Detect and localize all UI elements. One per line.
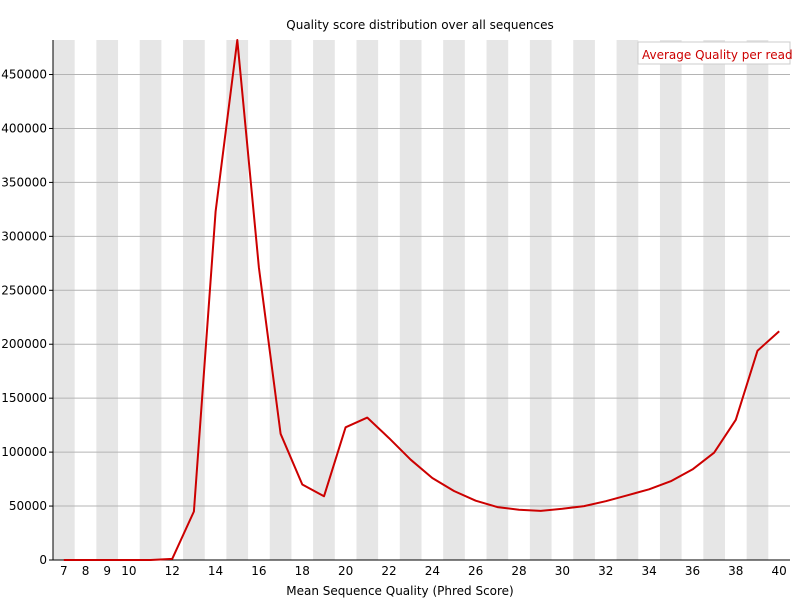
column-band xyxy=(529,40,552,560)
legend-box xyxy=(637,41,791,65)
x-tick-label: 36 xyxy=(685,564,700,578)
column-band xyxy=(183,40,205,560)
x-tick-label: 22 xyxy=(381,564,396,578)
y-tick-label: 300000 xyxy=(1,229,47,243)
y-tick-label: 250000 xyxy=(1,283,47,297)
series-lines xyxy=(63,39,780,561)
x-tick-label: 16 xyxy=(251,564,266,578)
x-tick-label: 12 xyxy=(165,564,180,578)
x-axis-ticks: 7 8 9 10 12 14 16 18 20 22 24 26 28 30 32 34 36 38 40 xyxy=(60,564,787,578)
column-band xyxy=(746,40,769,560)
y-tick-label: 150000 xyxy=(1,391,47,405)
horizontal-gridlines xyxy=(53,74,790,507)
x-tick-label: 7 xyxy=(60,564,68,578)
column-bands xyxy=(53,40,769,560)
y-tick-label: 200000 xyxy=(1,337,47,351)
column-band xyxy=(53,40,75,560)
column-band xyxy=(443,40,465,560)
y-tick-label: 0 xyxy=(39,553,47,567)
series-line-average-quality xyxy=(63,39,780,561)
legend-series-label: Average Quality per read xyxy=(642,48,793,62)
chart-title: Quality score distribution over all sequ… xyxy=(286,18,553,32)
column-band xyxy=(139,40,162,560)
column-band xyxy=(486,40,509,560)
x-tick-label: 34 xyxy=(641,564,656,578)
axes xyxy=(52,40,790,561)
x-tick-label: 18 xyxy=(295,564,310,578)
x-tick-label: 26 xyxy=(468,564,483,578)
y-tick-label: 450000 xyxy=(1,68,47,82)
x-tick-label: 40 xyxy=(772,564,787,578)
y-tick-label: 400000 xyxy=(1,121,47,135)
column-band xyxy=(226,40,249,560)
x-tick-label: 28 xyxy=(511,564,526,578)
y-tick-label: 50000 xyxy=(9,499,47,513)
column-band xyxy=(313,40,335,560)
y-tick-label: 100000 xyxy=(1,445,47,459)
column-band xyxy=(573,40,595,560)
y-tick-label: 350000 xyxy=(1,175,47,189)
x-tick-label: 9 xyxy=(103,564,111,578)
column-band xyxy=(356,40,379,560)
column-band xyxy=(616,40,639,560)
x-tick-label: 30 xyxy=(555,564,570,578)
column-band xyxy=(659,40,682,560)
y-axis-ticks: 0 50000 100000 150000 200000 250000 300000 3500… xyxy=(1,68,53,567)
x-tick-label: 32 xyxy=(598,564,613,578)
column-band xyxy=(703,40,725,560)
x-tick-label: 8 xyxy=(82,564,90,578)
x-tick-label: 38 xyxy=(728,564,743,578)
x-tick-label: 20 xyxy=(338,564,353,578)
legend: Average Quality per read xyxy=(637,41,793,65)
x-tick-label: 14 xyxy=(208,564,223,578)
column-band xyxy=(399,40,422,560)
column-band xyxy=(96,40,119,560)
column-band xyxy=(269,40,292,560)
x-axis-title: Mean Sequence Quality (Phred Score) xyxy=(286,584,514,598)
x-tick-label: 10 xyxy=(121,564,136,578)
x-tick-label: 24 xyxy=(425,564,440,578)
